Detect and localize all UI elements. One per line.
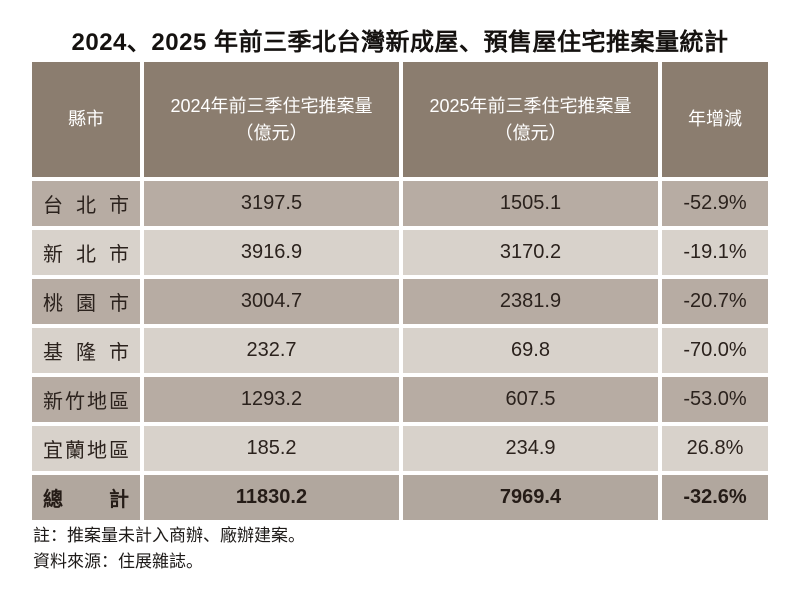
region-cell: 基隆市 (32, 328, 140, 373)
header-cell-yoy: 年增減 (662, 62, 768, 177)
header-cell-2025: 2025年前三季住宅推案量 （億元） (403, 62, 658, 177)
header-label: 2024年前三季住宅推案量 (170, 96, 373, 117)
header-cell-region: 縣市 (32, 62, 140, 177)
region-cell: 新北市 (32, 230, 140, 275)
y2025-cell: 3170.2 (403, 230, 658, 275)
yoy-cell: -70.0% (662, 328, 768, 373)
total-y2025-cell: 7969.4 (403, 475, 658, 520)
region-cell: 桃園市 (32, 279, 140, 324)
y2025-cell: 607.5 (403, 377, 658, 422)
total-region-cell: 總計 (32, 475, 140, 520)
region-cell: 宜蘭地區 (32, 426, 140, 471)
header-label: 2025年前三季住宅推案量 (429, 96, 632, 117)
y2025-cell: 234.9 (403, 426, 658, 471)
region-cell: 新竹地區 (32, 377, 140, 422)
y2025-cell: 69.8 (403, 328, 658, 373)
footnotes: 註：推案量未計入商辦、廠辦建案。 資料來源：住展雜誌。 (33, 523, 305, 575)
yoy-cell: 26.8% (662, 426, 768, 471)
header-sub-label: （億元） (494, 122, 567, 143)
header-label: 縣市 (68, 109, 104, 130)
yoy-cell: -52.9% (662, 181, 768, 226)
total-y2024-cell: 11830.2 (144, 475, 399, 520)
header-sub-label: （億元） (235, 122, 308, 143)
yoy-cell: -53.0% (662, 377, 768, 422)
y2024-cell: 185.2 (144, 426, 399, 471)
header-label: 年增減 (688, 109, 742, 130)
y2025-cell: 2381.9 (403, 279, 658, 324)
y2024-cell: 1293.2 (144, 377, 399, 422)
region-cell: 台北市 (32, 181, 140, 226)
statistics-table: 縣市 2024年前三季住宅推案量 （億元） 2025年前三季住宅推案量 （億元）… (32, 62, 768, 520)
yoy-cell: -20.7% (662, 279, 768, 324)
header-cell-2024: 2024年前三季住宅推案量 （億元） (144, 62, 399, 177)
y2024-cell: 232.7 (144, 328, 399, 373)
y2025-cell: 1505.1 (403, 181, 658, 226)
footnote-line: 註：推案量未計入商辦、廠辦建案。 (33, 526, 305, 545)
yoy-cell: -19.1% (662, 230, 768, 275)
y2024-cell: 3004.7 (144, 279, 399, 324)
total-yoy-cell: -32.6% (662, 475, 768, 520)
footnote-line: 資料來源：住展雜誌。 (33, 552, 203, 571)
y2024-cell: 3916.9 (144, 230, 399, 275)
y2024-cell: 3197.5 (144, 181, 399, 226)
page-title: 2024、2025 年前三季北台灣新成屋、預售屋住宅推案量統計 (71, 29, 729, 56)
